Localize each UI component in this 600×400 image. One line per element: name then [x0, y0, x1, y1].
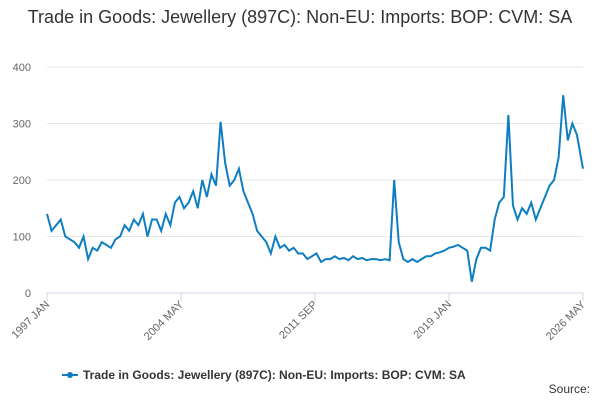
y-tick-label: 200 — [13, 175, 31, 187]
y-tick-label: 300 — [13, 119, 31, 131]
y-tick-label: 0 — [25, 288, 31, 300]
chart-title: Trade in Goods: Jewellery (897C): Non-EU… — [27, 7, 573, 27]
series-line — [46, 95, 584, 282]
x-tick-label: 2004 MAY — [142, 298, 187, 343]
x-tick-label: 2026 MAY — [544, 298, 589, 343]
y-tick-label: 100 — [13, 232, 31, 244]
x-tick-label: 1997 JAN — [9, 299, 52, 342]
x-tick-label: 2011 SEP — [277, 299, 320, 342]
y-tick-label: 400 — [13, 62, 31, 74]
legend-marker — [67, 372, 73, 378]
source-label: Source: — [549, 382, 590, 396]
legend-label: Trade in Goods: Jewellery (897C): Non-EU… — [83, 368, 466, 382]
x-tick-label: 2019 JAN — [411, 299, 454, 342]
